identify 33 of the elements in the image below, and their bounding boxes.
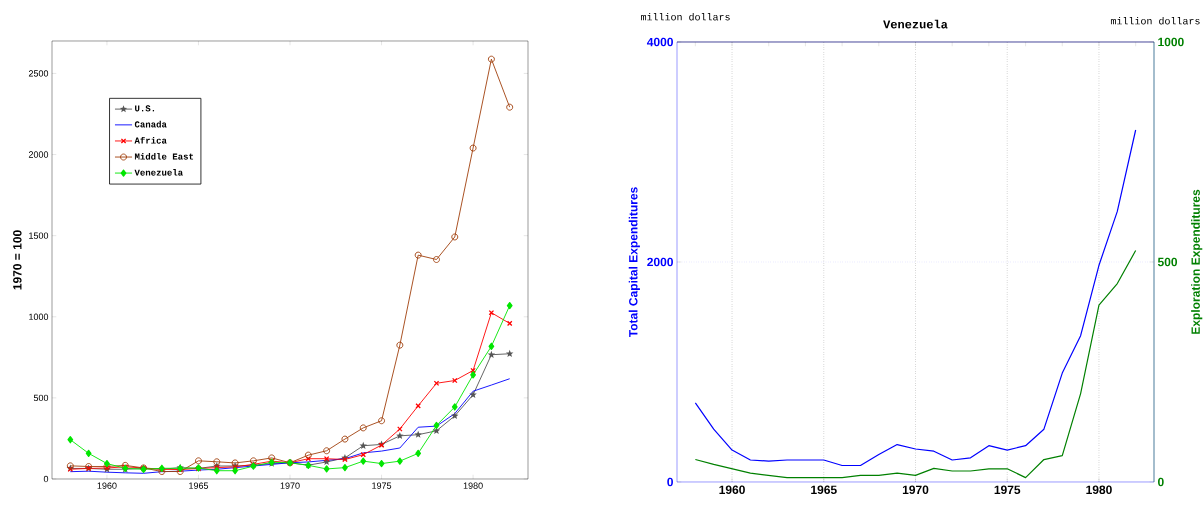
x-tick-label: 1960 <box>97 482 117 489</box>
y-tick-label: 2500 <box>28 70 49 77</box>
text: million dollars <box>641 13 730 21</box>
y-tick-label: 1500 <box>29 232 49 239</box>
y-tick-label: 2000 <box>28 151 49 158</box>
legend-label: Canada <box>134 120 167 128</box>
legend-label: Africa <box>134 136 167 144</box>
y2-tick-label: 1000 <box>1158 37 1184 47</box>
x-tick-label: 1970 <box>902 485 929 495</box>
x-tick-label: 1965 <box>189 482 209 489</box>
x-tick-label: 1975 <box>994 485 1021 495</box>
y-tick-label: 1000 <box>29 313 49 320</box>
legend-label: Venezuela <box>134 169 183 176</box>
y-tick-label: 2000 <box>647 257 673 267</box>
x-tick-label: 1980 <box>463 482 483 489</box>
y-axis-title: Total Capital Expenditures <box>628 187 640 338</box>
legend-label: U.S. <box>135 105 155 112</box>
x-tick-label: 1965 <box>811 485 837 495</box>
x-tick-label: 1970 <box>280 482 300 489</box>
y2-axis-title: Exploration Expenditures <box>1191 189 1203 334</box>
y2-tick-label: 0 <box>1158 477 1164 487</box>
y-tick-label: 4000 <box>646 37 673 47</box>
y-axis-title: 1970 = 100 <box>13 230 22 290</box>
y-tick-label: 500 <box>33 394 49 402</box>
y-tick-label: 0 <box>667 477 673 487</box>
legend-label: Middle East <box>134 153 194 160</box>
x-tick-label: 1960 <box>719 485 745 495</box>
y-tick-label: 0 <box>43 475 49 483</box>
chart-title: Venezuela <box>883 19 948 29</box>
x-tick-label: 1980 <box>1086 485 1112 495</box>
x-tick-label: 1975 <box>372 482 392 489</box>
y2-tick-label: 500 <box>1157 257 1178 267</box>
text: million dollars <box>1110 17 1200 25</box>
